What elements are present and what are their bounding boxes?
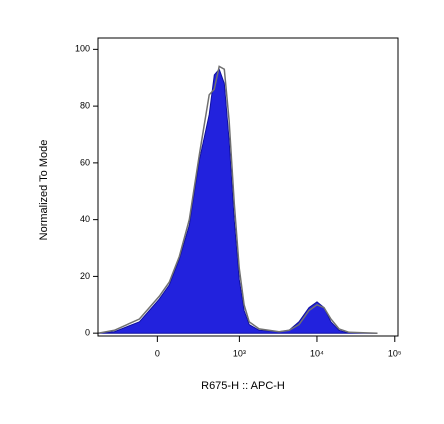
- y-tick-label: 0: [85, 328, 90, 338]
- x-tick-label: 10⁴: [310, 348, 324, 358]
- x-tick-label: 0: [155, 348, 160, 358]
- y-tick-label: 40: [80, 214, 90, 224]
- line: [97, 65, 378, 334]
- y-tick-label: 100: [75, 44, 90, 54]
- x-tick-label: 10⁵: [388, 348, 402, 358]
- area: [97, 68, 378, 334]
- y-tick-label: 80: [80, 100, 90, 110]
- y-tick-label: 20: [80, 271, 90, 281]
- y-tick-label: 60: [80, 157, 90, 167]
- y-axis-label: Normalized To Mode: [38, 140, 50, 241]
- x-tick-label: 10³: [233, 348, 246, 358]
- plot-frame: [97, 37, 399, 337]
- x-axis-label: R675-H :: APC-H: [201, 380, 285, 392]
